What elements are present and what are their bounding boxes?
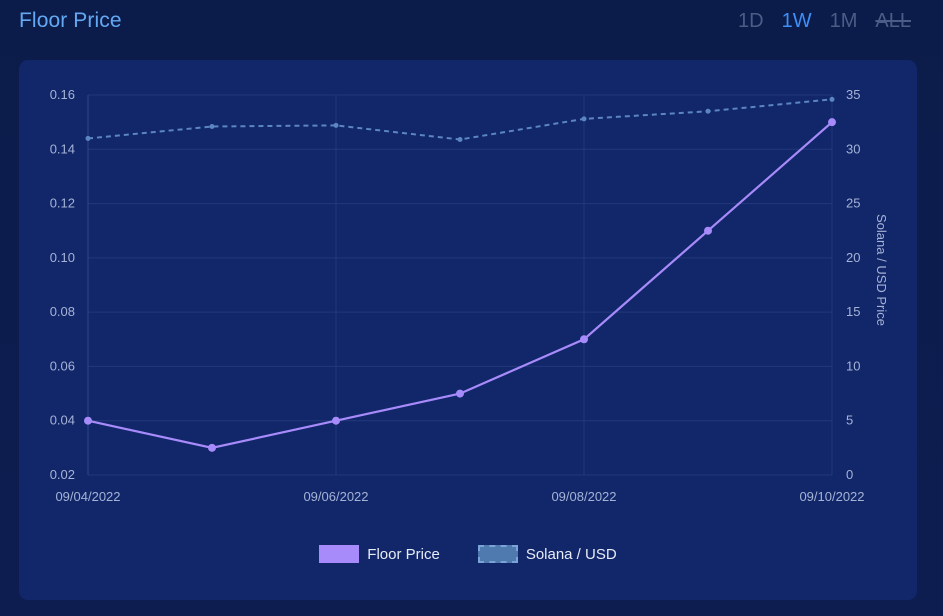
range-tab-1m[interactable]: 1M — [829, 10, 858, 32]
y-right-tick-label: 20 — [846, 250, 860, 265]
y-left-tick-label: 0.02 — [50, 467, 75, 482]
point-solana-usd — [829, 96, 835, 102]
legend-item-solana-usd[interactable]: Solana / USD — [477, 545, 617, 563]
y-right-tick-label: 30 — [846, 141, 860, 156]
panel-header: Floor Price 1D 1W 1M ALL — [0, 0, 943, 44]
point-solana-usd — [581, 116, 587, 122]
y-right-tick-label: 25 — [846, 196, 860, 211]
range-tab-all[interactable]: ALL — [875, 10, 911, 32]
range-tab-1w[interactable]: 1W — [781, 10, 812, 32]
y-left-tick-label: 0.10 — [50, 250, 75, 265]
x-tick-label: 09/06/2022 — [303, 489, 368, 504]
legend-label-solana-usd: Solana / USD — [525, 545, 617, 563]
point-solana-usd — [705, 108, 711, 114]
y-left-tick-label: 0.12 — [50, 196, 75, 211]
point-floor-price — [704, 226, 712, 235]
point-floor-price — [828, 118, 836, 127]
panel-title: Floor Price — [19, 9, 122, 32]
point-solana-usd — [85, 135, 91, 141]
point-solana-usd — [209, 123, 215, 129]
x-tick-label: 09/08/2022 — [551, 489, 616, 504]
y-left-tick-label: 0.14 — [50, 141, 75, 156]
x-tick-label: 09/10/2022 — [799, 489, 864, 504]
y-left-tick-label: 0.04 — [50, 413, 75, 428]
y-right-tick-label: 5 — [846, 413, 853, 428]
y-left-tick-label: 0.16 — [50, 87, 75, 102]
point-floor-price — [456, 389, 464, 398]
series-line-solana-usd — [87, 98, 833, 141]
point-floor-price — [580, 335, 588, 344]
point-solana-usd — [333, 122, 339, 128]
y-left-tick-label: 0.08 — [50, 304, 75, 319]
chart-card: 0.16 0.14 0.12 0.10 0.08 0.06 0.04 0.02 35 30 25 20… — [19, 60, 917, 600]
point-floor-price — [208, 443, 216, 452]
chart-legend: Floor Price Solana / USD — [19, 545, 917, 563]
floor-price-swatch — [319, 545, 360, 563]
point-floor-price — [84, 416, 92, 425]
y-right-tick-label: 10 — [846, 358, 860, 373]
legend-label-floor-price: Floor Price — [367, 545, 440, 563]
y-right-tick-label: 35 — [846, 87, 860, 102]
y-right-axis-label: Solana / USD Price — [874, 214, 889, 326]
y-left-tick-label: 0.06 — [50, 358, 75, 373]
point-floor-price — [332, 416, 340, 425]
solana-usd-swatch — [477, 545, 518, 563]
legend-item-floor-price[interactable]: Floor Price — [319, 545, 440, 563]
x-tick-label: 09/04/2022 — [55, 489, 120, 504]
y-right-tick-label: 15 — [846, 304, 860, 319]
series-line-floor-price — [87, 121, 833, 449]
point-solana-usd — [457, 137, 463, 143]
floor-price-chart: 0.16 0.14 0.12 0.10 0.08 0.06 0.04 0.02 35 30 25 20… — [50, 87, 889, 504]
time-range-tabs: 1D 1W 1M ALL — [738, 10, 911, 33]
y-right-tick-label: 0 — [846, 467, 853, 482]
range-tab-1d[interactable]: 1D — [738, 10, 764, 32]
